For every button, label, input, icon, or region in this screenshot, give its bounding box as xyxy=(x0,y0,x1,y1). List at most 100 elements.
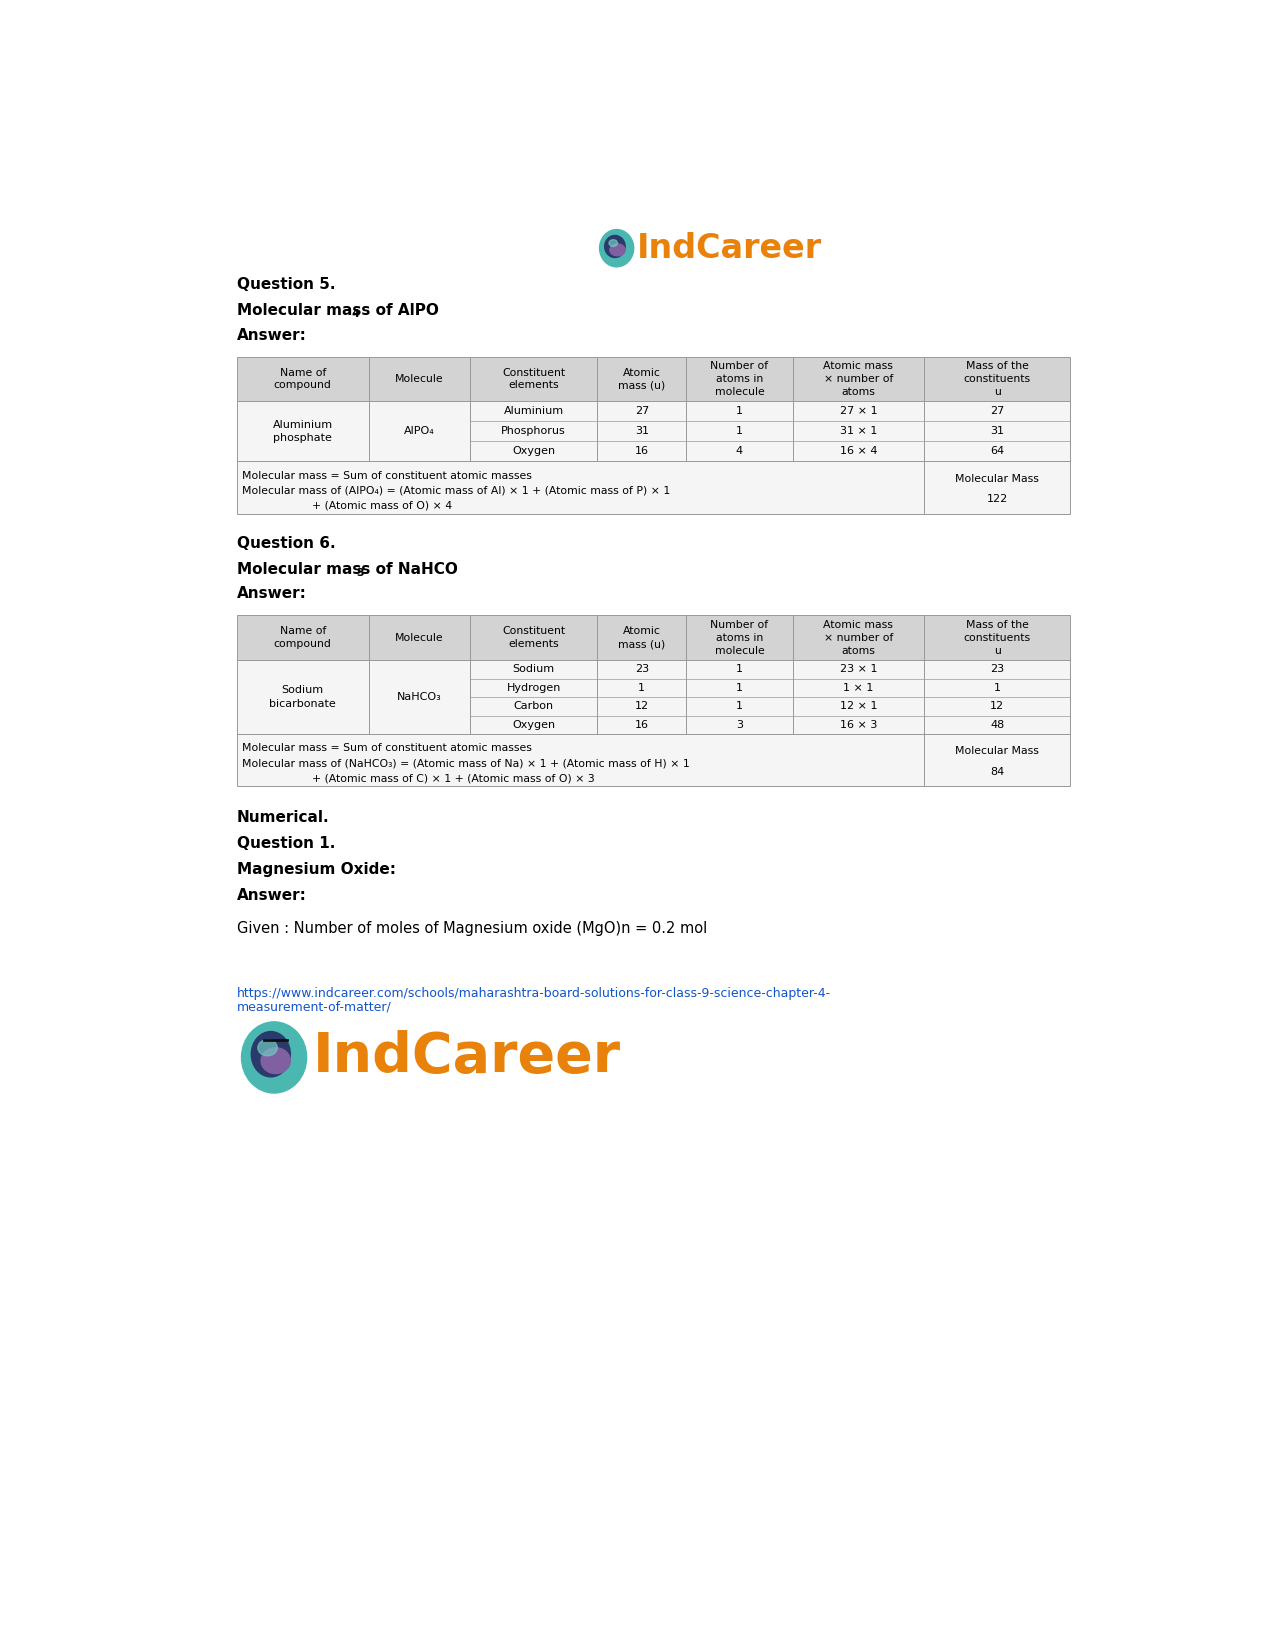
Bar xyxy=(793,357,924,401)
Bar xyxy=(686,357,793,401)
Bar xyxy=(686,441,793,462)
Text: 16: 16 xyxy=(635,446,649,456)
Bar xyxy=(470,660,1070,735)
Text: https://www.indcareer.com/schools/maharashtra-board-solutions-for-class-9-scienc: https://www.indcareer.com/schools/mahara… xyxy=(237,987,831,1001)
Bar xyxy=(686,616,793,660)
Text: 12: 12 xyxy=(635,702,649,712)
Bar xyxy=(597,660,686,679)
Text: + (Atomic mass of O) × 4: + (Atomic mass of O) × 4 xyxy=(242,500,453,510)
Text: Answer:: Answer: xyxy=(237,327,307,343)
Text: Constituent
elements: Constituent elements xyxy=(502,368,565,391)
Text: 1: 1 xyxy=(736,406,743,416)
Bar xyxy=(237,401,368,462)
Text: Molecular mass of (NaHCO₃) = (Atomic mass of Na) × 1 + (Atomic mass of H) × 1: Molecular mass of (NaHCO₃) = (Atomic mas… xyxy=(242,758,690,768)
Text: Hydrogen: Hydrogen xyxy=(506,684,561,693)
Text: Mass of the
constituents
u: Mass of the constituents u xyxy=(964,621,1030,655)
Bar xyxy=(597,697,686,715)
Text: 3: 3 xyxy=(356,568,363,578)
Bar xyxy=(793,441,924,462)
Bar xyxy=(924,357,1070,401)
Bar xyxy=(686,421,793,441)
Text: Phosphorus: Phosphorus xyxy=(501,426,566,436)
Bar xyxy=(793,616,924,660)
Text: 27 × 1: 27 × 1 xyxy=(840,406,877,416)
Ellipse shape xyxy=(599,229,634,267)
Text: 1: 1 xyxy=(736,426,743,436)
Text: 1 × 1: 1 × 1 xyxy=(843,684,873,693)
Text: 23 × 1: 23 × 1 xyxy=(840,664,877,674)
Bar xyxy=(793,697,924,715)
Text: Sodium
bicarbonate: Sodium bicarbonate xyxy=(269,685,337,708)
Bar xyxy=(237,357,368,401)
Bar xyxy=(597,616,686,660)
Text: 31 × 1: 31 × 1 xyxy=(840,426,877,436)
Text: Number of
atoms in
molecule: Number of atoms in molecule xyxy=(710,621,769,655)
Bar xyxy=(597,357,686,401)
Bar xyxy=(237,616,368,660)
Text: Number of
atoms in
molecule: Number of atoms in molecule xyxy=(710,362,769,396)
Text: Molecule: Molecule xyxy=(395,375,444,385)
Text: + (Atomic mass of C) × 1 + (Atomic mass of O) × 3: + (Atomic mass of C) × 1 + (Atomic mass … xyxy=(242,773,595,783)
Text: 1: 1 xyxy=(736,684,743,693)
Text: Atomic
mass (u): Atomic mass (u) xyxy=(618,626,666,649)
Text: 16 × 3: 16 × 3 xyxy=(840,720,877,730)
Text: Constituent
elements: Constituent elements xyxy=(502,626,565,649)
Bar xyxy=(924,616,1070,660)
Bar xyxy=(924,401,1070,421)
Bar xyxy=(686,679,793,697)
Text: 27: 27 xyxy=(635,406,649,416)
Text: 3: 3 xyxy=(736,720,743,730)
Bar xyxy=(793,421,924,441)
Text: Aluminium
phosphate: Aluminium phosphate xyxy=(273,419,333,442)
Text: Magnesium Oxide:: Magnesium Oxide: xyxy=(237,862,395,877)
Bar xyxy=(793,660,924,679)
Bar xyxy=(470,401,597,421)
Bar xyxy=(924,421,1070,441)
Text: NaHCO₃: NaHCO₃ xyxy=(397,692,441,702)
Bar xyxy=(924,715,1070,735)
Bar xyxy=(470,715,597,735)
Text: 31: 31 xyxy=(635,426,649,436)
Ellipse shape xyxy=(609,239,617,246)
Bar xyxy=(686,697,793,715)
Bar xyxy=(470,679,597,697)
Bar xyxy=(793,401,924,421)
Text: Oxygen: Oxygen xyxy=(513,720,556,730)
Ellipse shape xyxy=(609,244,625,256)
Text: 1: 1 xyxy=(639,684,645,693)
Bar xyxy=(368,401,470,462)
Text: 16: 16 xyxy=(635,720,649,730)
Text: 23: 23 xyxy=(991,664,1005,674)
Text: Numerical.: Numerical. xyxy=(237,809,329,826)
Bar xyxy=(237,462,924,513)
Bar xyxy=(597,401,686,421)
Ellipse shape xyxy=(241,1022,306,1093)
Text: Molecular mass = Sum of constituent atomic masses: Molecular mass = Sum of constituent atom… xyxy=(242,743,532,753)
Bar xyxy=(237,660,368,735)
Bar xyxy=(686,660,793,679)
Ellipse shape xyxy=(251,1032,291,1076)
Bar xyxy=(924,679,1070,697)
Bar xyxy=(924,697,1070,715)
Text: Sodium: Sodium xyxy=(513,664,555,674)
Text: 4: 4 xyxy=(736,446,743,456)
Ellipse shape xyxy=(258,1040,278,1057)
Bar xyxy=(597,679,686,697)
Text: 1: 1 xyxy=(736,702,743,712)
Bar xyxy=(597,715,686,735)
Text: Molecular mass of AlPO: Molecular mass of AlPO xyxy=(237,304,439,319)
Text: 48: 48 xyxy=(989,720,1005,730)
Text: Molecular mass of (AlPO₄) = (Atomic mass of Al) × 1 + (Atomic mass of P) × 1: Molecular mass of (AlPO₄) = (Atomic mass… xyxy=(242,485,671,495)
Bar xyxy=(597,421,686,441)
Bar xyxy=(470,660,597,679)
Text: Name of
compound: Name of compound xyxy=(274,626,332,649)
Text: Molecular mass of NaHCO: Molecular mass of NaHCO xyxy=(237,561,458,576)
Text: Question 1.: Question 1. xyxy=(237,835,335,850)
Text: Question 5.: Question 5. xyxy=(237,277,335,292)
Text: measurement-of-matter/: measurement-of-matter/ xyxy=(237,1001,391,1014)
Text: Molecular Mass: Molecular Mass xyxy=(955,746,1039,756)
Text: 31: 31 xyxy=(991,426,1005,436)
Bar xyxy=(924,735,1070,786)
Text: IndCareer: IndCareer xyxy=(636,231,822,264)
Text: Oxygen: Oxygen xyxy=(513,446,556,456)
